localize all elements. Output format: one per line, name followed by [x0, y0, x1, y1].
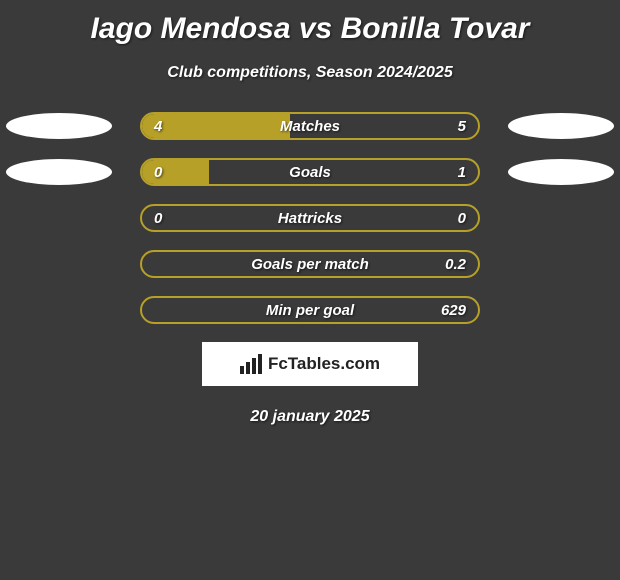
player-right-marker — [508, 159, 614, 185]
stat-value-right: 1 — [458, 164, 466, 181]
stat-value-left: 4 — [154, 118, 162, 135]
stat-value-right: 0.2 — [445, 256, 466, 273]
stat-bar-fill — [142, 160, 209, 184]
stat-row: 0 Hattricks 0 — [0, 204, 620, 232]
player-right-marker — [508, 113, 614, 139]
stat-label: Goals per match — [251, 256, 369, 273]
stat-value-right: 629 — [441, 302, 466, 319]
stat-bar-track: 0 Goals 1 — [140, 158, 480, 186]
stat-label: Goals — [289, 164, 331, 181]
stat-value-left: 0 — [154, 164, 162, 181]
player-left-marker — [6, 159, 112, 185]
brand-box: FcTables.com — [202, 342, 418, 386]
player-left-marker — [6, 113, 112, 139]
page-title: Iago Mendosa vs Bonilla Tovar — [0, 0, 620, 46]
stat-bar-track: Goals per match 0.2 — [140, 250, 480, 278]
stat-bar-track: 4 Matches 5 — [140, 112, 480, 140]
stat-label: Min per goal — [266, 302, 354, 319]
stats-container: 4 Matches 5 0 Goals 1 0 Hattricks 0 Goals per mat… — [0, 112, 620, 324]
stat-row: Min per goal 629 — [0, 296, 620, 324]
stat-bar-track: 0 Hattricks 0 — [140, 204, 480, 232]
stat-label: Matches — [280, 118, 340, 135]
brand-label: FcTables.com — [268, 354, 380, 374]
stat-value-right: 5 — [458, 118, 466, 135]
chart-icon — [240, 354, 262, 374]
page-subtitle: Club competitions, Season 2024/2025 — [0, 64, 620, 82]
stat-row: Goals per match 0.2 — [0, 250, 620, 278]
stat-bar-track: Min per goal 629 — [140, 296, 480, 324]
stat-value-right: 0 — [458, 210, 466, 227]
stat-label: Hattricks — [278, 210, 342, 227]
date-label: 20 january 2025 — [0, 408, 620, 426]
stat-value-left: 0 — [154, 210, 162, 227]
stat-row: 0 Goals 1 — [0, 158, 620, 186]
stat-bar-fill — [142, 114, 290, 138]
stat-row: 4 Matches 5 — [0, 112, 620, 140]
